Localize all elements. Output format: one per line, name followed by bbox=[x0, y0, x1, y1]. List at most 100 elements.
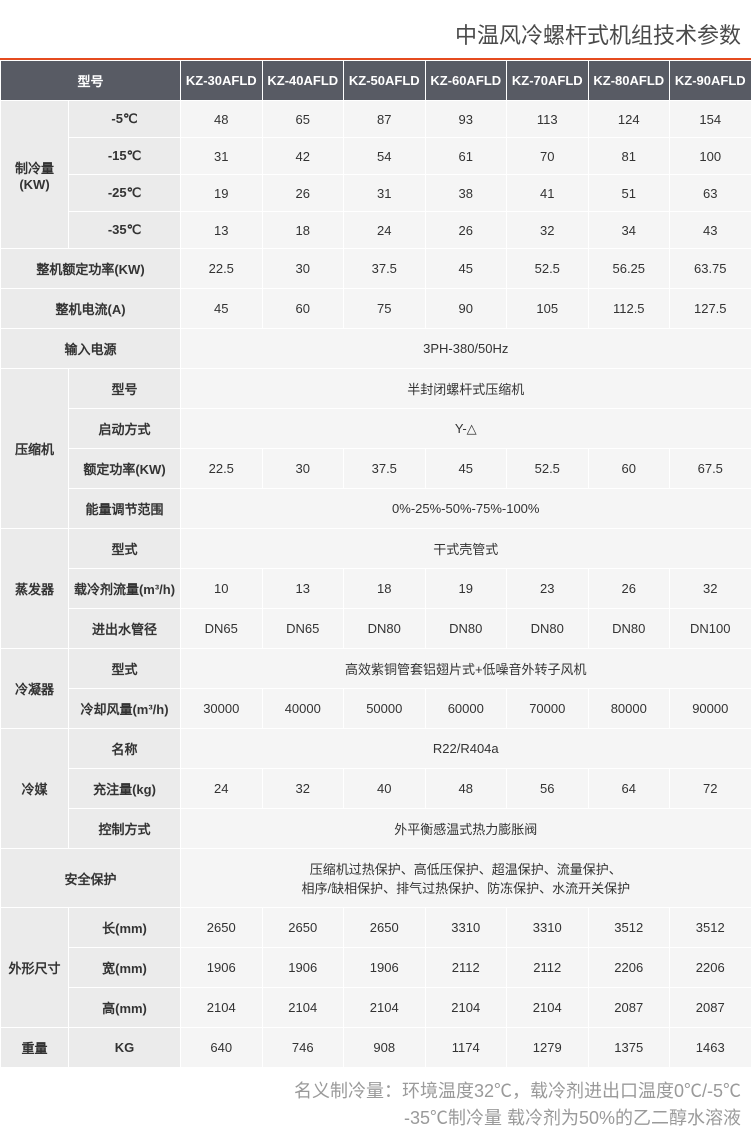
cell: 90000 bbox=[670, 689, 751, 729]
table-row: 整机额定功率(KW) 22.5 30 37.5 45 52.5 56.25 63… bbox=[1, 249, 751, 289]
cell: 52.5 bbox=[507, 249, 589, 289]
merged-cell: 半封闭螺杆式压缩机 bbox=[181, 369, 751, 409]
cell: 26 bbox=[425, 212, 507, 249]
model-col: KZ-50AFLD bbox=[344, 61, 426, 101]
spec-table: 型号 KZ-30AFLD KZ-40AFLD KZ-50AFLD KZ-60AF… bbox=[0, 60, 751, 1068]
cell: 45 bbox=[425, 249, 507, 289]
cell: 2206 bbox=[670, 948, 751, 988]
cell: 61 bbox=[425, 138, 507, 175]
model-col: KZ-70AFLD bbox=[507, 61, 589, 101]
footer-line1: 名义制冷量：环境温度32℃，载冷剂进出口温度0℃/-5℃ bbox=[294, 1081, 741, 1101]
cell: 112.5 bbox=[588, 289, 670, 329]
cell: 23 bbox=[507, 569, 589, 609]
cell: 2087 bbox=[588, 988, 670, 1028]
cell: 31 bbox=[344, 175, 426, 212]
cell: 24 bbox=[344, 212, 426, 249]
table-row: 安全保护 压缩机过热保护、高低压保护、超温保护、流量保护、 相序/缺相保护、排气… bbox=[1, 849, 751, 908]
temp-label: -35℃ bbox=[69, 212, 181, 249]
cell: 48 bbox=[425, 769, 507, 809]
cell: 81 bbox=[588, 138, 670, 175]
cell: 70000 bbox=[507, 689, 589, 729]
table-row: 载冷剂流量(m³/h) 10 13 18 19 23 26 32 bbox=[1, 569, 751, 609]
table-row: 冷媒 名称 R22/R404a bbox=[1, 729, 751, 769]
cell: 30 bbox=[262, 249, 344, 289]
cell: 640 bbox=[181, 1028, 263, 1068]
cell: 3310 bbox=[425, 908, 507, 948]
table-row: 蒸发器 型式 干式壳管式 bbox=[1, 529, 751, 569]
merged-cell: 外平衡感温式热力膨胀阀 bbox=[181, 809, 751, 849]
group-label: 外形尺寸 bbox=[1, 908, 69, 1028]
cell: 37.5 bbox=[344, 249, 426, 289]
table-row: 整机电流(A) 45 60 75 90 105 112.5 127.5 bbox=[1, 289, 751, 329]
footer-note: 名义制冷量：环境温度32℃，载冷剂进出口温度0℃/-5℃ -35℃制冷量 载冷剂… bbox=[0, 1068, 751, 1132]
cell: 72 bbox=[670, 769, 751, 809]
cell: 124 bbox=[588, 101, 670, 138]
table-row: 控制方式 外平衡感温式热力膨胀阀 bbox=[1, 809, 751, 849]
row-label: 重量 bbox=[1, 1028, 69, 1068]
row-label: 整机电流(A) bbox=[1, 289, 181, 329]
sub-label: 额定功率(KW) bbox=[69, 449, 181, 489]
cooling-label: 制冷量(KW) bbox=[1, 101, 69, 249]
cell: 18 bbox=[262, 212, 344, 249]
model-col: KZ-80AFLD bbox=[588, 61, 670, 101]
table-row: 高(mm) 2104 2104 2104 2104 2104 2087 2087 bbox=[1, 988, 751, 1028]
row-label: 整机额定功率(KW) bbox=[1, 249, 181, 289]
cell: 43 bbox=[670, 212, 751, 249]
sub-label: 能量调节范围 bbox=[69, 489, 181, 529]
table-row: 外形尺寸 长(mm) 2650 2650 2650 3310 3310 3512… bbox=[1, 908, 751, 948]
cell: 3512 bbox=[670, 908, 751, 948]
cell: 13 bbox=[262, 569, 344, 609]
cell: 56.25 bbox=[588, 249, 670, 289]
page-title: 中温风冷螺杆式机组技术参数 bbox=[0, 0, 751, 60]
cell: 154 bbox=[670, 101, 751, 138]
cell: 67.5 bbox=[670, 449, 751, 489]
cell: 2104 bbox=[425, 988, 507, 1028]
sub-label: 高(mm) bbox=[69, 988, 181, 1028]
cell: 22.5 bbox=[181, 449, 263, 489]
sub-label: 充注量(kg) bbox=[69, 769, 181, 809]
table-row: 额定功率(KW) 22.5 30 37.5 45 52.5 60 67.5 bbox=[1, 449, 751, 489]
cell: 2104 bbox=[181, 988, 263, 1028]
cell: 70 bbox=[507, 138, 589, 175]
cell: 93 bbox=[425, 101, 507, 138]
table-row: -35℃ 13 18 24 26 32 34 43 bbox=[1, 212, 751, 249]
sub-label: 长(mm) bbox=[69, 908, 181, 948]
cell: 26 bbox=[588, 569, 670, 609]
cell: 38 bbox=[425, 175, 507, 212]
table-row: 启动方式 Y-△ bbox=[1, 409, 751, 449]
table-row: 进出水管径 DN65 DN65 DN80 DN80 DN80 DN80 DN10… bbox=[1, 609, 751, 649]
table-row: 充注量(kg) 24 32 40 48 56 64 72 bbox=[1, 769, 751, 809]
sub-label: 型式 bbox=[69, 649, 181, 689]
sub-label: 型号 bbox=[69, 369, 181, 409]
cell: 32 bbox=[670, 569, 751, 609]
cell: 105 bbox=[507, 289, 589, 329]
cell: 908 bbox=[344, 1028, 426, 1068]
temp-label: -15℃ bbox=[69, 138, 181, 175]
cell: 54 bbox=[344, 138, 426, 175]
sub-label: 名称 bbox=[69, 729, 181, 769]
cell: 37.5 bbox=[344, 449, 426, 489]
cell: DN80 bbox=[425, 609, 507, 649]
cell: 18 bbox=[344, 569, 426, 609]
cell: 80000 bbox=[588, 689, 670, 729]
sub-label: 型式 bbox=[69, 529, 181, 569]
cell: 1174 bbox=[425, 1028, 507, 1068]
group-label: 压缩机 bbox=[1, 369, 69, 529]
cell: DN100 bbox=[670, 609, 751, 649]
cell: 2112 bbox=[507, 948, 589, 988]
merged-cell: 3PH-380/50Hz bbox=[181, 329, 751, 369]
table-row: 输入电源 3PH-380/50Hz bbox=[1, 329, 751, 369]
cell: 41 bbox=[507, 175, 589, 212]
table-row: 宽(mm) 1906 1906 1906 2112 2112 2206 2206 bbox=[1, 948, 751, 988]
cell: 32 bbox=[262, 769, 344, 809]
cell: 26 bbox=[262, 175, 344, 212]
cell: 2112 bbox=[425, 948, 507, 988]
cell: 30 bbox=[262, 449, 344, 489]
cell: 40 bbox=[344, 769, 426, 809]
model-col: KZ-60AFLD bbox=[425, 61, 507, 101]
sub-label: 宽(mm) bbox=[69, 948, 181, 988]
sub-label: 控制方式 bbox=[69, 809, 181, 849]
cell: 34 bbox=[588, 212, 670, 249]
merged-cell: 干式壳管式 bbox=[181, 529, 751, 569]
cell: 2104 bbox=[344, 988, 426, 1028]
